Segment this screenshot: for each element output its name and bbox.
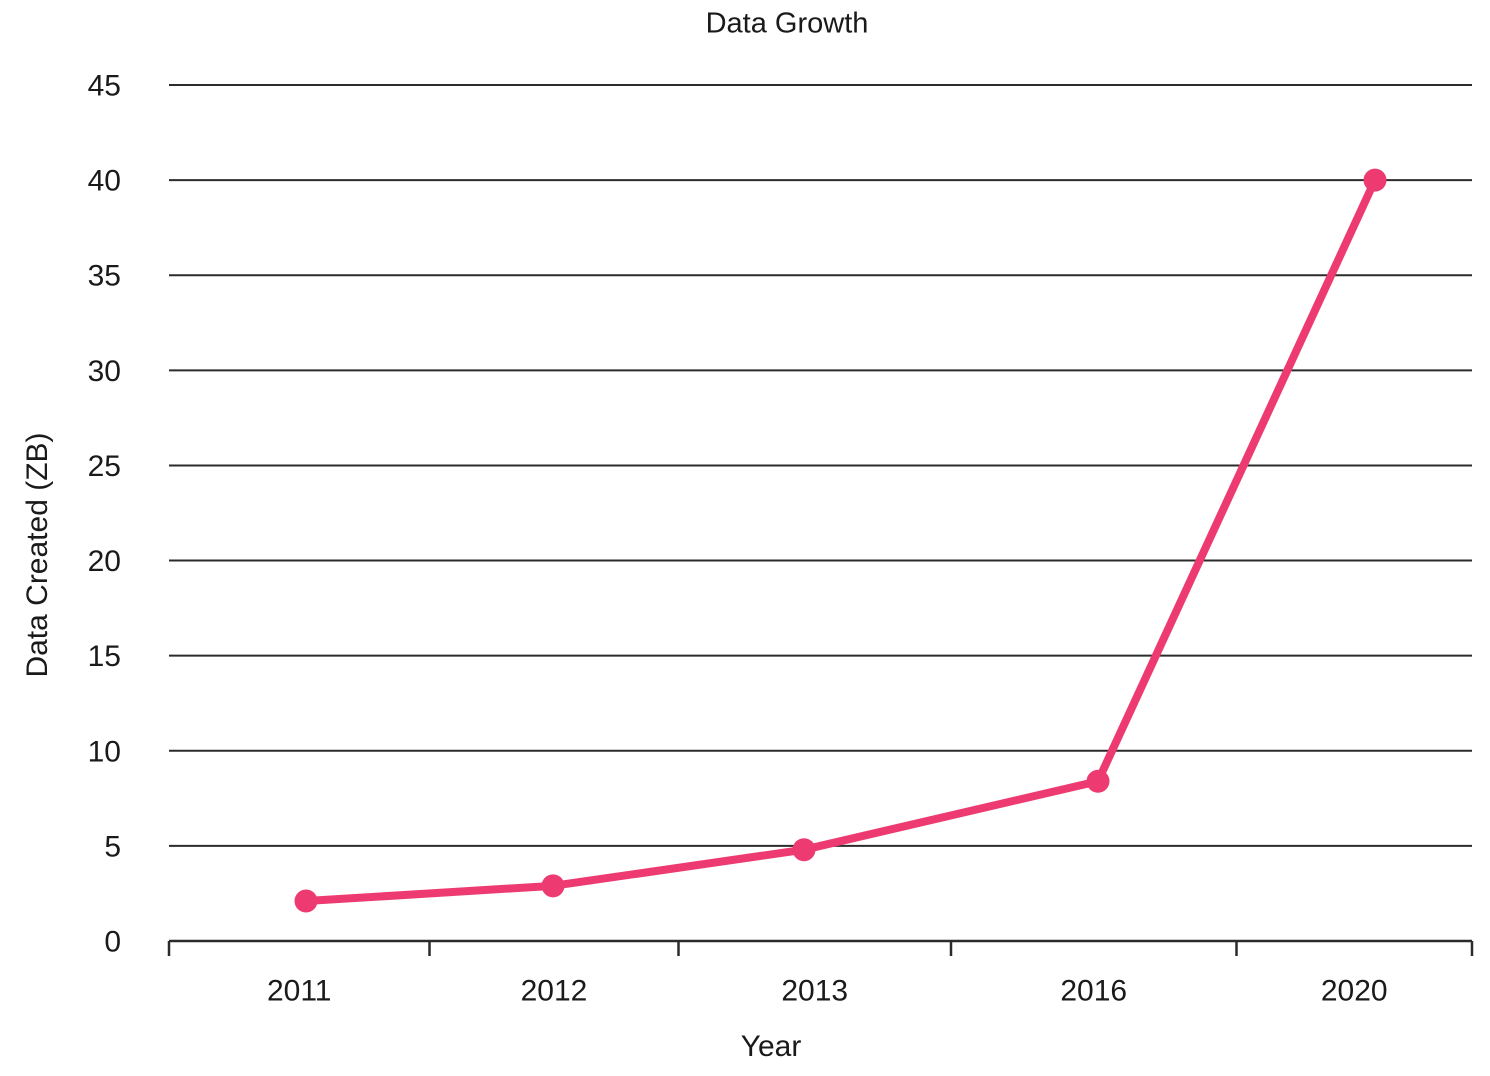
y-tick-label-35: 35: [88, 260, 121, 293]
y-tick-label-45: 45: [88, 70, 121, 103]
x-tick-label-2016: 2016: [1060, 975, 1127, 1008]
x-tick-label-2020: 2020: [1321, 975, 1388, 1008]
data-point-2011: [294, 889, 318, 913]
data-point-2013: [792, 838, 816, 862]
y-tick-label-20: 20: [88, 545, 121, 578]
x-tick-label-2013: 2013: [781, 975, 848, 1008]
y-tick-label-15: 15: [88, 640, 121, 673]
y-tick-label-10: 10: [88, 735, 121, 768]
data-point-2016: [1086, 769, 1110, 793]
chart-title: Data Growth: [705, 7, 869, 40]
data-point-2012: [541, 874, 565, 898]
y-tick-label-5: 5: [104, 830, 121, 863]
y-tick-label-30: 30: [88, 355, 121, 388]
y-tick-label-25: 25: [88, 450, 121, 483]
x-tick-label-2011: 2011: [267, 975, 332, 1008]
x-tick-label-2012: 2012: [521, 975, 588, 1008]
y-tick-label-40: 40: [88, 165, 121, 198]
data-line-series: [302, 176, 1379, 906]
data-point-2020: [1363, 168, 1387, 192]
x-axis-title: Year: [740, 1030, 802, 1063]
y-tick-label-0: 0: [104, 926, 121, 959]
